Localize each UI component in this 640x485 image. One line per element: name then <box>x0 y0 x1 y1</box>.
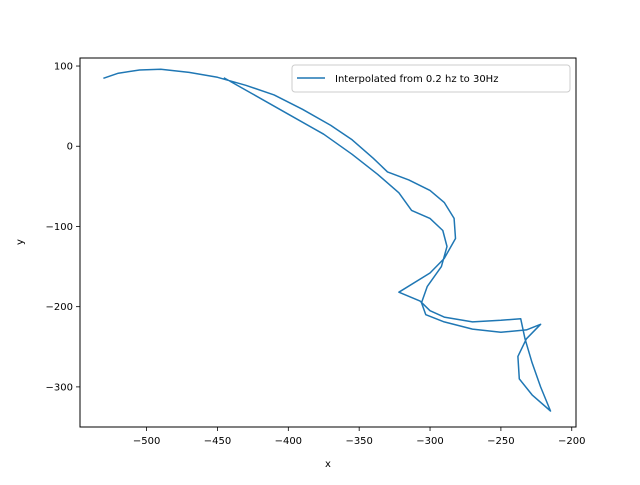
legend-label: Interpolated from 0.2 hz to 30Hz <box>335 74 498 85</box>
y-axis: 100 0 −100 −200 −300 <box>46 62 80 393</box>
y-tick-label: −300 <box>46 382 73 393</box>
y-axis-title: y <box>15 239 26 245</box>
x-tick-label: −450 <box>204 436 231 447</box>
x-tick-label: −200 <box>558 436 585 447</box>
legend-box <box>291 64 571 93</box>
x-tick-label: −300 <box>416 436 443 447</box>
plot-area <box>103 68 552 412</box>
y-tick-label: 100 <box>54 62 73 73</box>
x-tick-label: −500 <box>133 436 160 447</box>
series-line-0 <box>103 68 552 412</box>
x-axis-title: x <box>325 459 331 470</box>
axes-frame <box>79 57 577 428</box>
x-axis: −500 −450 −400 −350 −300 −250 −200 <box>133 427 585 447</box>
y-tick-label: 0 <box>67 142 73 153</box>
legend: Interpolated from 0.2 hz to 30Hz <box>291 64 571 93</box>
x-tick-label: −350 <box>345 436 372 447</box>
y-tick-label: −200 <box>46 302 73 313</box>
y-tick-label: −100 <box>46 222 73 233</box>
x-tick-label: −400 <box>275 436 302 447</box>
x-tick-label: −250 <box>487 436 514 447</box>
